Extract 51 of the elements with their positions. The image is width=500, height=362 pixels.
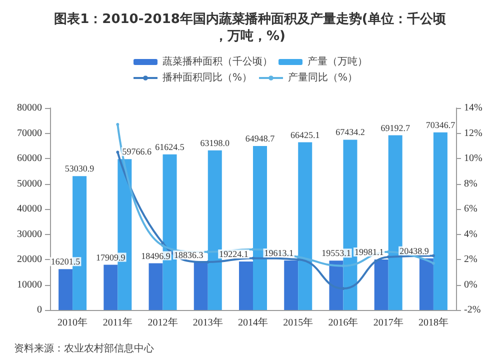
- y-tick-label: 60000: [17, 153, 42, 164]
- data-label: 18496.9: [141, 250, 171, 261]
- data-label: 61624.5: [155, 142, 185, 152]
- chart-title: 图表1：2010-2018年国内蔬菜播种面积及产量走势(单位：千公顷，万吨，%): [54, 11, 447, 44]
- x-tick-label: 2016年: [328, 316, 358, 328]
- x-tick-label: 2015年: [283, 316, 314, 328]
- text: 资料来源：农业农村部信息中心: [14, 342, 154, 354]
- x-tick-label: 2017年: [373, 316, 404, 328]
- x-tick-label: 2014年: [238, 316, 268, 328]
- y2-tick-label: 6%: [464, 204, 478, 214]
- data-label: 17909.9: [96, 252, 126, 262]
- data-label: 63198.0: [200, 138, 230, 148]
- y-tick-label: 10000: [17, 279, 42, 290]
- data-label: 19553.1: [322, 248, 351, 258]
- data-label: 19224.1: [219, 248, 248, 259]
- data-label: 70346.7: [426, 120, 456, 130]
- y2-tick-label: 2%: [464, 254, 478, 265]
- x-tick-label: 2012年: [148, 316, 178, 328]
- x-tick-label: 2011年: [102, 316, 132, 328]
- y-tick-label: 80000: [17, 102, 42, 114]
- y-tick-label: 40000: [17, 204, 42, 214]
- y2-tick-label: 12%: [464, 128, 482, 139]
- data-label: 19613.1: [264, 248, 294, 258]
- data-label: 67434.2: [336, 127, 365, 138]
- y-tick-label: 20000: [17, 254, 42, 265]
- y2-tick-label: 4%: [464, 228, 478, 240]
- legend-label: 播种面积同比（%）: [162, 72, 252, 84]
- data-label: 69192.7: [380, 122, 410, 133]
- y2-tick-label: -2%: [464, 304, 481, 316]
- x-tick-label: 2018年: [418, 316, 448, 328]
- y2-tick-label: 14%: [464, 102, 482, 114]
- y-tick-label: 0: [37, 304, 42, 316]
- y-tick-label: 70000: [17, 128, 42, 139]
- data-label: 20438.9: [400, 246, 430, 256]
- data-label: 64948.7: [245, 134, 276, 144]
- y-tick-label: 30000: [17, 228, 42, 240]
- data-label: 18836.3: [174, 250, 204, 260]
- y-tick-label: 50000: [17, 178, 42, 190]
- x-tick-label: 2010年: [58, 316, 88, 328]
- legend-label: 产量同比（%）: [288, 72, 358, 84]
- data-label: 19981.1: [354, 247, 384, 258]
- data-label: 53030.9: [64, 164, 95, 174]
- x-tick-label: 2013年: [192, 316, 223, 328]
- data-label: 59766.6: [122, 146, 152, 157]
- y2-tick-label: 0%: [464, 279, 478, 290]
- legend-label: 蔬菜播种面积（千公顷）: [162, 56, 272, 68]
- legend-label: 产量（万吨）: [308, 56, 368, 68]
- y2-tick-label: 8%: [464, 178, 478, 190]
- data-label: 66425.1: [290, 130, 320, 140]
- data-label: 16201.5: [50, 256, 81, 267]
- y2-tick-label: 10%: [464, 153, 482, 164]
